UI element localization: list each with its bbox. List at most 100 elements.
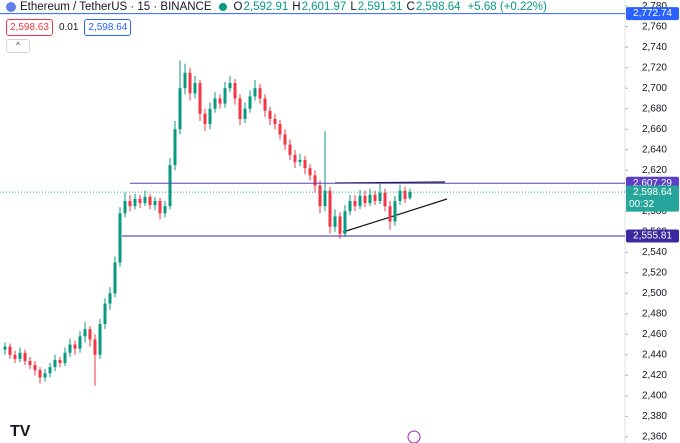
y-tick-label: 2,500 (642, 288, 667, 299)
y-tick-label: 2,520 (642, 267, 667, 278)
y-tick-label: 2,420 (642, 370, 667, 381)
y-tick-label: 2,540 (642, 247, 667, 258)
last-price-label: 2,598.64 (633, 187, 672, 198)
level-label: 2,555.81 (633, 231, 672, 242)
candle-body (138, 198, 142, 204)
candle-body (178, 88, 182, 130)
candle-body (63, 352, 67, 364)
collapse-button[interactable]: ^ (6, 39, 30, 53)
candle-body (43, 373, 47, 378)
candle-body (198, 83, 202, 114)
level-label: 2,772.74 (633, 8, 672, 19)
candle-body (268, 110, 272, 119)
candle-body (288, 144, 292, 155)
candle-body (223, 88, 227, 104)
candle-body (338, 216, 342, 234)
candle-body (163, 206, 167, 214)
candle-body (173, 129, 177, 166)
candle-body (353, 200, 357, 207)
ohlc-key: H (292, 1, 301, 13)
candle-body (373, 194, 377, 201)
trade-row: 2,598.63 0.01 2,598.64 (6, 19, 132, 36)
candle-body (278, 124, 282, 135)
y-tick-label: 2,380 (642, 411, 667, 422)
ohlc: O 2,592.91 H 2,601.97 L 2,591.31 C 2,598.64 (234, 1, 464, 13)
candle-body (48, 367, 52, 374)
countdown: 00:32 (629, 199, 654, 210)
candle-body (333, 216, 337, 227)
candle-body (88, 329, 92, 340)
status-dot (218, 3, 227, 11)
candle-body (383, 192, 387, 207)
ohlc-value: 2,598.64 (415, 1, 461, 13)
candle-body (368, 194, 372, 204)
y-tick-label: 2,440 (642, 349, 667, 360)
candle-body (328, 190, 332, 227)
y-tick-label: 2,640 (642, 144, 667, 155)
candle-body (153, 200, 157, 206)
candle-body (218, 98, 222, 104)
candle-body (243, 108, 247, 119)
ohlc-key: O (233, 1, 243, 13)
level-label-box (626, 7, 679, 21)
candle-body (108, 293, 112, 304)
candle-body (68, 344, 72, 353)
candle-body (263, 98, 267, 111)
candle-body (228, 83, 232, 89)
candle-body (318, 185, 322, 207)
candle-body (378, 192, 382, 201)
icon (6, 2, 16, 12)
candle-body (83, 329, 87, 337)
y-tick-label: 2,680 (642, 103, 667, 114)
candle-body (273, 118, 277, 125)
sell-button[interactable]: 2,598.63 (6, 19, 53, 36)
candle-body (73, 344, 77, 349)
ohlc-value: 2,591.31 (357, 1, 403, 13)
candle-body (208, 108, 212, 125)
candle-body (58, 359, 62, 364)
candle-body (348, 200, 352, 212)
candle-body (313, 175, 317, 186)
candle-body (8, 346, 12, 355)
candle-body (23, 352, 27, 361)
header: Ethereum / TetherUS · 15 · BINANCE O 2,59… (6, 1, 550, 13)
candle-body (93, 339, 97, 355)
candle-body (213, 98, 217, 109)
candle-body (308, 168, 312, 176)
candle-body (248, 96, 252, 109)
candle-body (123, 200, 127, 214)
y-tick-label: 2,480 (642, 308, 667, 319)
y-tick-label: 2,740 (642, 42, 667, 53)
candle-body (33, 365, 37, 371)
candle-body (258, 88, 262, 99)
buy-button[interactable]: 2,598.64 (84, 19, 132, 36)
candle-body (158, 200, 162, 214)
candle-body (393, 200, 397, 222)
candle-body (298, 159, 302, 163)
icon[interactable] (407, 430, 421, 443)
candle-body (323, 190, 327, 207)
symbol: Ethereum / TetherUS · 15 · BINANCE (20, 1, 212, 13)
candle-body (18, 352, 22, 359)
candle-body (3, 346, 7, 350)
y-tick-label: 2,460 (642, 329, 667, 340)
y-tick-label: 2,700 (642, 83, 667, 94)
candle-body (193, 83, 197, 94)
candle-body (303, 159, 307, 169)
ohlc-key: L (350, 1, 357, 13)
level-label-box (626, 229, 679, 243)
logo: TV (10, 423, 31, 440)
y-tick-label: 2,620 (642, 165, 667, 176)
candle-body (133, 198, 137, 207)
candle-body (103, 303, 107, 325)
ohlc-key: C (406, 1, 415, 13)
ohlc-value: 2,601.97 (301, 1, 347, 13)
candle-body (203, 113, 207, 125)
candle-body (13, 354, 17, 359)
change: +5.68 (+0.22%) (467, 1, 547, 13)
y-tick-label: 2,720 (642, 62, 667, 73)
y-tick-label: 2,360 (642, 431, 667, 442)
candle-body (388, 206, 392, 222)
